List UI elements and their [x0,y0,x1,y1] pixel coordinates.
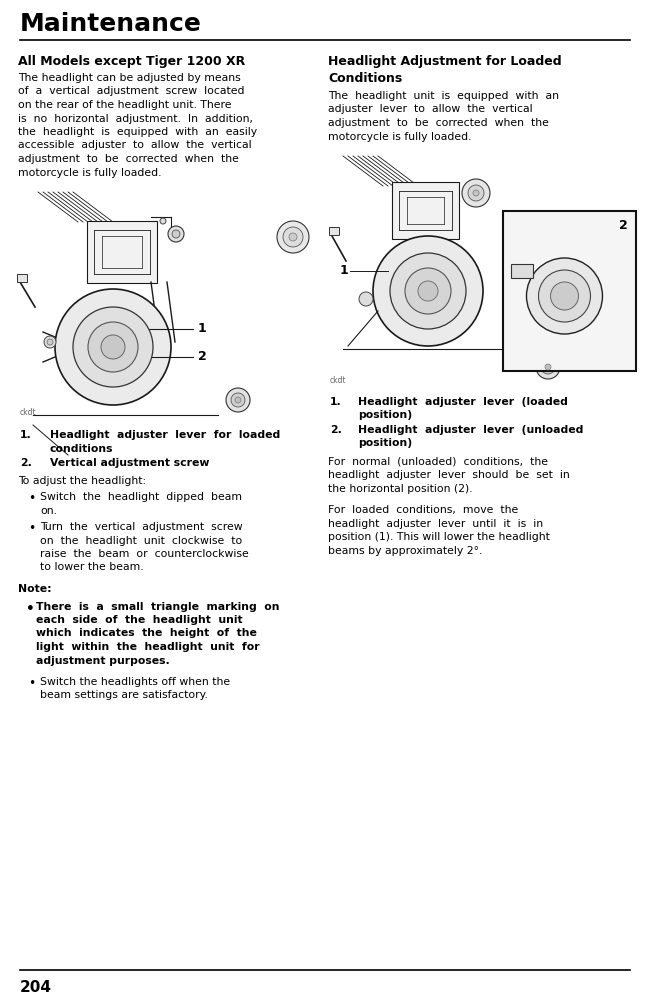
Circle shape [160,218,166,224]
Text: on  the  headlight  unit  clockwise  to: on the headlight unit clockwise to [40,536,242,546]
Text: beam settings are satisfactory.: beam settings are satisfactory. [40,691,208,701]
Circle shape [289,233,297,241]
Text: the  headlight  is  equipped  with  an  easily: the headlight is equipped with an easily [18,127,257,137]
Text: Conditions: Conditions [328,72,402,85]
Text: •: • [28,522,35,535]
Circle shape [551,282,578,310]
Text: position (1). This will lower the headlight: position (1). This will lower the headli… [328,533,550,543]
Text: on.: on. [40,506,57,516]
Text: 1.: 1. [330,397,342,407]
Circle shape [468,185,484,201]
Text: 204: 204 [20,980,52,995]
Text: 2: 2 [198,350,207,363]
Text: position): position) [358,410,412,420]
Text: to lower the beam.: to lower the beam. [40,563,144,573]
Circle shape [359,292,373,306]
Text: The headlight can be adjusted by means: The headlight can be adjusted by means [18,73,240,83]
Text: Headlight  adjuster  lever  for  loaded: Headlight adjuster lever for loaded [50,430,280,440]
Text: is  no  horizontal  adjustment.  In  addition,: is no horizontal adjustment. In addition… [18,113,253,123]
Bar [18,187,315,422]
Circle shape [47,339,53,345]
Text: ckdt: ckdt [20,408,36,417]
Bar [503,211,636,371]
Bar [329,227,339,235]
Text: light  within  the  headlight  unit  for: light within the headlight unit for [36,642,259,652]
Text: Headlight Adjustment for Loaded: Headlight Adjustment for Loaded [328,55,562,68]
Text: of  a  vertical  adjustment  screw  located: of a vertical adjustment screw located [18,86,244,96]
Text: adjustment purposes.: adjustment purposes. [36,656,170,666]
Text: To adjust the headlight:: To adjust the headlight: [18,476,146,486]
Circle shape [277,221,309,253]
Bar [328,151,638,389]
Text: raise  the  beam  or  counterclockwise: raise the beam or counterclockwise [40,549,249,559]
Circle shape [373,236,483,346]
Text: ckdt: ckdt [330,376,346,385]
Circle shape [545,364,551,370]
Bar [511,264,533,278]
Text: 2: 2 [619,219,628,232]
Text: Note:: Note: [18,584,51,594]
Circle shape [88,322,138,372]
Text: 1: 1 [198,322,207,335]
Circle shape [538,270,590,322]
FancyBboxPatch shape [87,221,157,283]
Text: Turn  the  vertical  adjustment  screw: Turn the vertical adjustment screw [40,522,242,532]
Text: Switch  the  headlight  dipped  beam: Switch the headlight dipped beam [40,492,242,502]
Text: Switch the headlights off when the: Switch the headlights off when the [40,677,230,687]
Text: adjustment  to  be  corrected  when  the: adjustment to be corrected when the [18,154,239,164]
Text: •: • [26,602,34,616]
Text: 1.: 1. [20,430,32,440]
Circle shape [473,190,479,196]
Text: •: • [28,492,35,505]
Circle shape [101,335,125,359]
Circle shape [55,289,171,405]
Circle shape [418,281,438,301]
Circle shape [168,226,184,242]
Text: on the rear of the headlight unit. There: on the rear of the headlight unit. There [18,100,231,110]
Text: the horizontal position (2).: the horizontal position (2). [328,484,473,494]
Text: adjustment  to  be  corrected  when  the: adjustment to be corrected when the [328,118,549,128]
Circle shape [462,179,490,207]
Text: motorcycle is fully loaded.: motorcycle is fully loaded. [328,131,471,141]
Text: For  loaded  conditions,  move  the: For loaded conditions, move the [328,506,518,516]
Text: each  side  of  the  headlight  unit: each side of the headlight unit [36,615,242,625]
Text: Headlight  adjuster  lever  (loaded: Headlight adjuster lever (loaded [358,397,568,407]
Text: Headlight  adjuster  lever  (unloaded: Headlight adjuster lever (unloaded [358,425,584,435]
FancyBboxPatch shape [392,182,459,239]
Text: position): position) [358,438,412,448]
Circle shape [541,360,555,374]
Text: 2.: 2. [20,458,32,468]
Text: headlight  adjuster  lever  until  it  is  in: headlight adjuster lever until it is in [328,519,543,529]
Text: beams by approximately 2°.: beams by approximately 2°. [328,546,482,556]
Circle shape [235,397,241,403]
Text: The  headlight  unit  is  equipped  with  an: The headlight unit is equipped with an [328,91,559,101]
Text: motorcycle is fully loaded.: motorcycle is fully loaded. [18,167,161,177]
Text: •: • [28,677,35,690]
Circle shape [172,230,180,238]
Text: 1: 1 [339,264,348,277]
Text: conditions: conditions [50,443,114,453]
Circle shape [283,227,303,247]
Circle shape [231,393,245,407]
Text: 2.: 2. [330,425,342,435]
Circle shape [226,388,250,412]
Text: For  normal  (unloaded)  conditions,  the: For normal (unloaded) conditions, the [328,457,548,467]
Text: Maintenance: Maintenance [20,12,202,36]
Bar [17,274,27,282]
Circle shape [73,307,153,387]
Text: adjuster  lever  to  allow  the  vertical: adjuster lever to allow the vertical [328,104,532,114]
Circle shape [390,253,466,329]
Text: Vertical adjustment screw: Vertical adjustment screw [50,458,209,468]
Circle shape [405,268,451,314]
Text: All Models except Tiger 1200 XR: All Models except Tiger 1200 XR [18,55,245,68]
Circle shape [44,336,56,348]
Text: which  indicates  the  height  of  the: which indicates the height of the [36,629,257,639]
Text: accessible  adjuster  to  allow  the  vertical: accessible adjuster to allow the vertica… [18,140,252,150]
Circle shape [526,258,603,334]
Text: headlight  adjuster  lever  should  be  set  in: headlight adjuster lever should be set i… [328,470,570,480]
Circle shape [536,355,560,379]
Text: There  is  a  small  triangle  marking  on: There is a small triangle marking on [36,602,280,612]
